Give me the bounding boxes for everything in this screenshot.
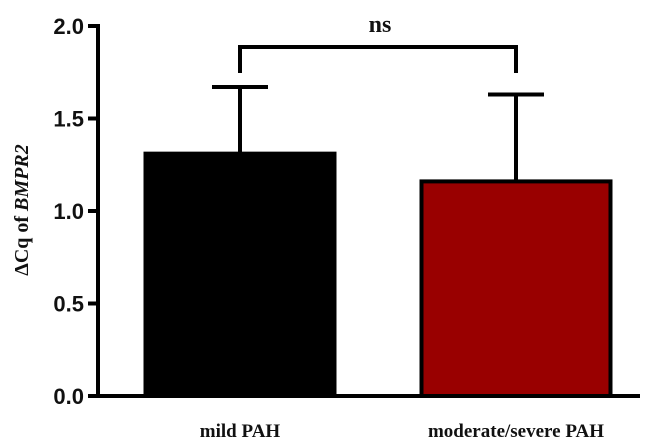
- bar-moderate-severe-pah: [419, 179, 613, 398]
- y-tick-label: 0.0: [53, 384, 84, 409]
- y-tick-label: 1.0: [53, 199, 84, 224]
- bar-mild-pah: [143, 151, 337, 398]
- significance-bracket: [238, 45, 518, 73]
- x-category-label: mild PAH: [200, 421, 281, 442]
- y-axis-title-gene: BMPR2: [11, 144, 33, 212]
- y-tick-label: 1.5: [53, 107, 84, 132]
- significance-label: ns: [369, 12, 392, 38]
- y-tick-label: 0.5: [53, 292, 84, 317]
- x-category-label: moderate/severe PAH: [428, 421, 604, 442]
- y-tick-label: 2.0: [53, 14, 84, 39]
- y-axis-title: ΔCq of BMPR2: [11, 144, 33, 275]
